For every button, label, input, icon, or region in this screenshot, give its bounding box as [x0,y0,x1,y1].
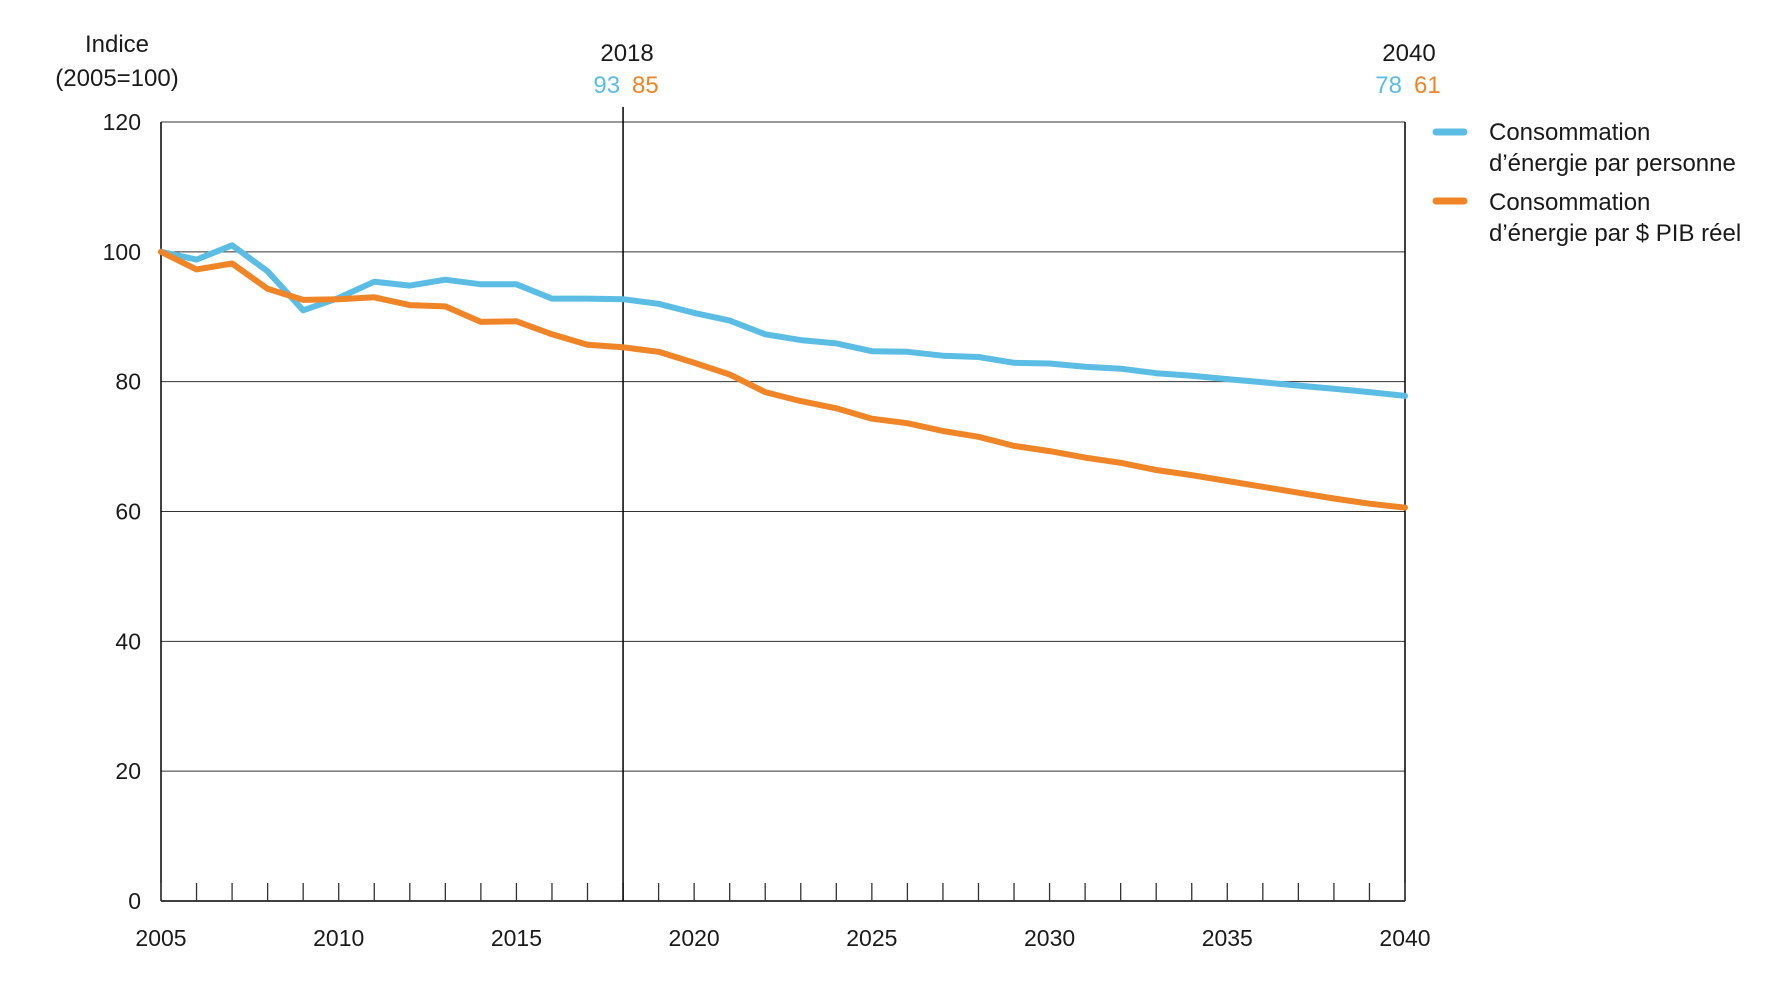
gridlines [161,121,1405,772]
x-tick-labels: 2005 2010 2015 2020 2025 2030 2035 2040 [135,925,1430,951]
y-tick-label-20: 20 [115,758,141,784]
series-lines [158,242,1408,511]
x-tick-label-2010: 2010 [313,925,364,951]
legend-label-per-person-line1: Consommation [1489,119,1650,146]
series-line-per-person [158,242,1408,399]
x-tick-label-2005: 2005 [135,925,186,951]
x-tick-label-2030: 2030 [1024,925,1075,951]
annotation-value-per-gdp-2018: 85 [632,72,659,99]
y-tick-label-120: 120 [103,109,141,135]
x-ticks [160,883,1406,901]
series-line-per-gdp [158,248,1408,511]
legend: Consommation d’énergie par personne Cons… [1432,119,1741,247]
y-tick-label-100: 100 [103,239,141,265]
y-axis-title-line2: (2005=100) [55,65,178,92]
y-tick-labels: 0 20 40 60 80 100 120 [103,109,141,914]
y-tick-label-80: 80 [115,369,141,395]
x-tick-label-2040: 2040 [1379,925,1430,951]
annotations: 2018 93 85 2040 78 61 [593,40,1441,901]
x-tick-label-2015: 2015 [491,925,542,951]
y-axis-title-line1: Indice [85,31,149,58]
y-tick-label-40: 40 [115,628,141,654]
x-tick-label-2025: 2025 [846,925,897,951]
annotation-year-2040: 2040 [1382,40,1435,67]
annotation-year-2018: 2018 [600,40,653,67]
x-tick-label-2020: 2020 [669,925,720,951]
legend-label-per-gdp-line1: Consommation [1489,189,1650,216]
legend-label-per-person-line2: d’énergie par personne [1489,150,1736,177]
annotation-value-per-gdp-2040: 61 [1414,72,1441,99]
annotation-value-per-person-2018: 93 [593,72,620,99]
x-tick-label-2035: 2035 [1202,925,1253,951]
y-tick-label-0: 0 [128,888,141,914]
annotation-value-per-person-2040: 78 [1375,72,1402,99]
y-tick-label-60: 60 [115,499,141,525]
legend-label-per-gdp-line2: d’énergie par $ PIB réel [1489,220,1741,247]
